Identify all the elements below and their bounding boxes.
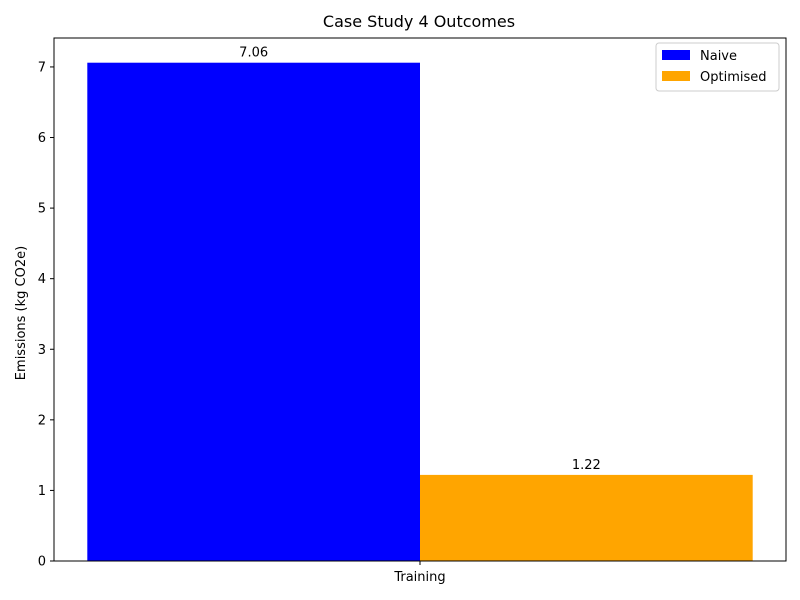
legend-label-optimised: Optimised (700, 70, 767, 85)
plot-area: 7.06 1.22 (53, 37, 787, 562)
legend-swatch-naive (662, 50, 690, 60)
y-axis-label: Emissions (kg CO2e) (14, 246, 29, 380)
y-axis: 0 1 2 3 4 5 6 7 (38, 60, 54, 570)
data-label-optimised: 1.22 (572, 458, 601, 473)
bar-optimised (420, 474, 753, 561)
chart-title: Case Study 4 Outcomes (323, 12, 515, 31)
y-tick-label: 3 (38, 343, 46, 358)
data-label-naive: 7.06 (239, 46, 268, 61)
y-tick-label: 6 (38, 131, 46, 146)
y-tick-label: 2 (38, 413, 46, 428)
x-tick-label: Training (393, 570, 445, 585)
y-tick-label: 1 (38, 484, 46, 499)
y-tick-label: 7 (38, 60, 46, 75)
x-axis: Training (393, 561, 446, 585)
y-tick-label: 0 (38, 555, 46, 570)
y-tick-label: 5 (38, 202, 46, 217)
y-tick-label: 4 (38, 272, 46, 287)
legend-swatch-optimised (662, 71, 690, 81)
bar-naive (87, 62, 420, 562)
legend: Naive Optimised (655, 42, 780, 92)
legend-label-naive: Naive (700, 49, 737, 64)
